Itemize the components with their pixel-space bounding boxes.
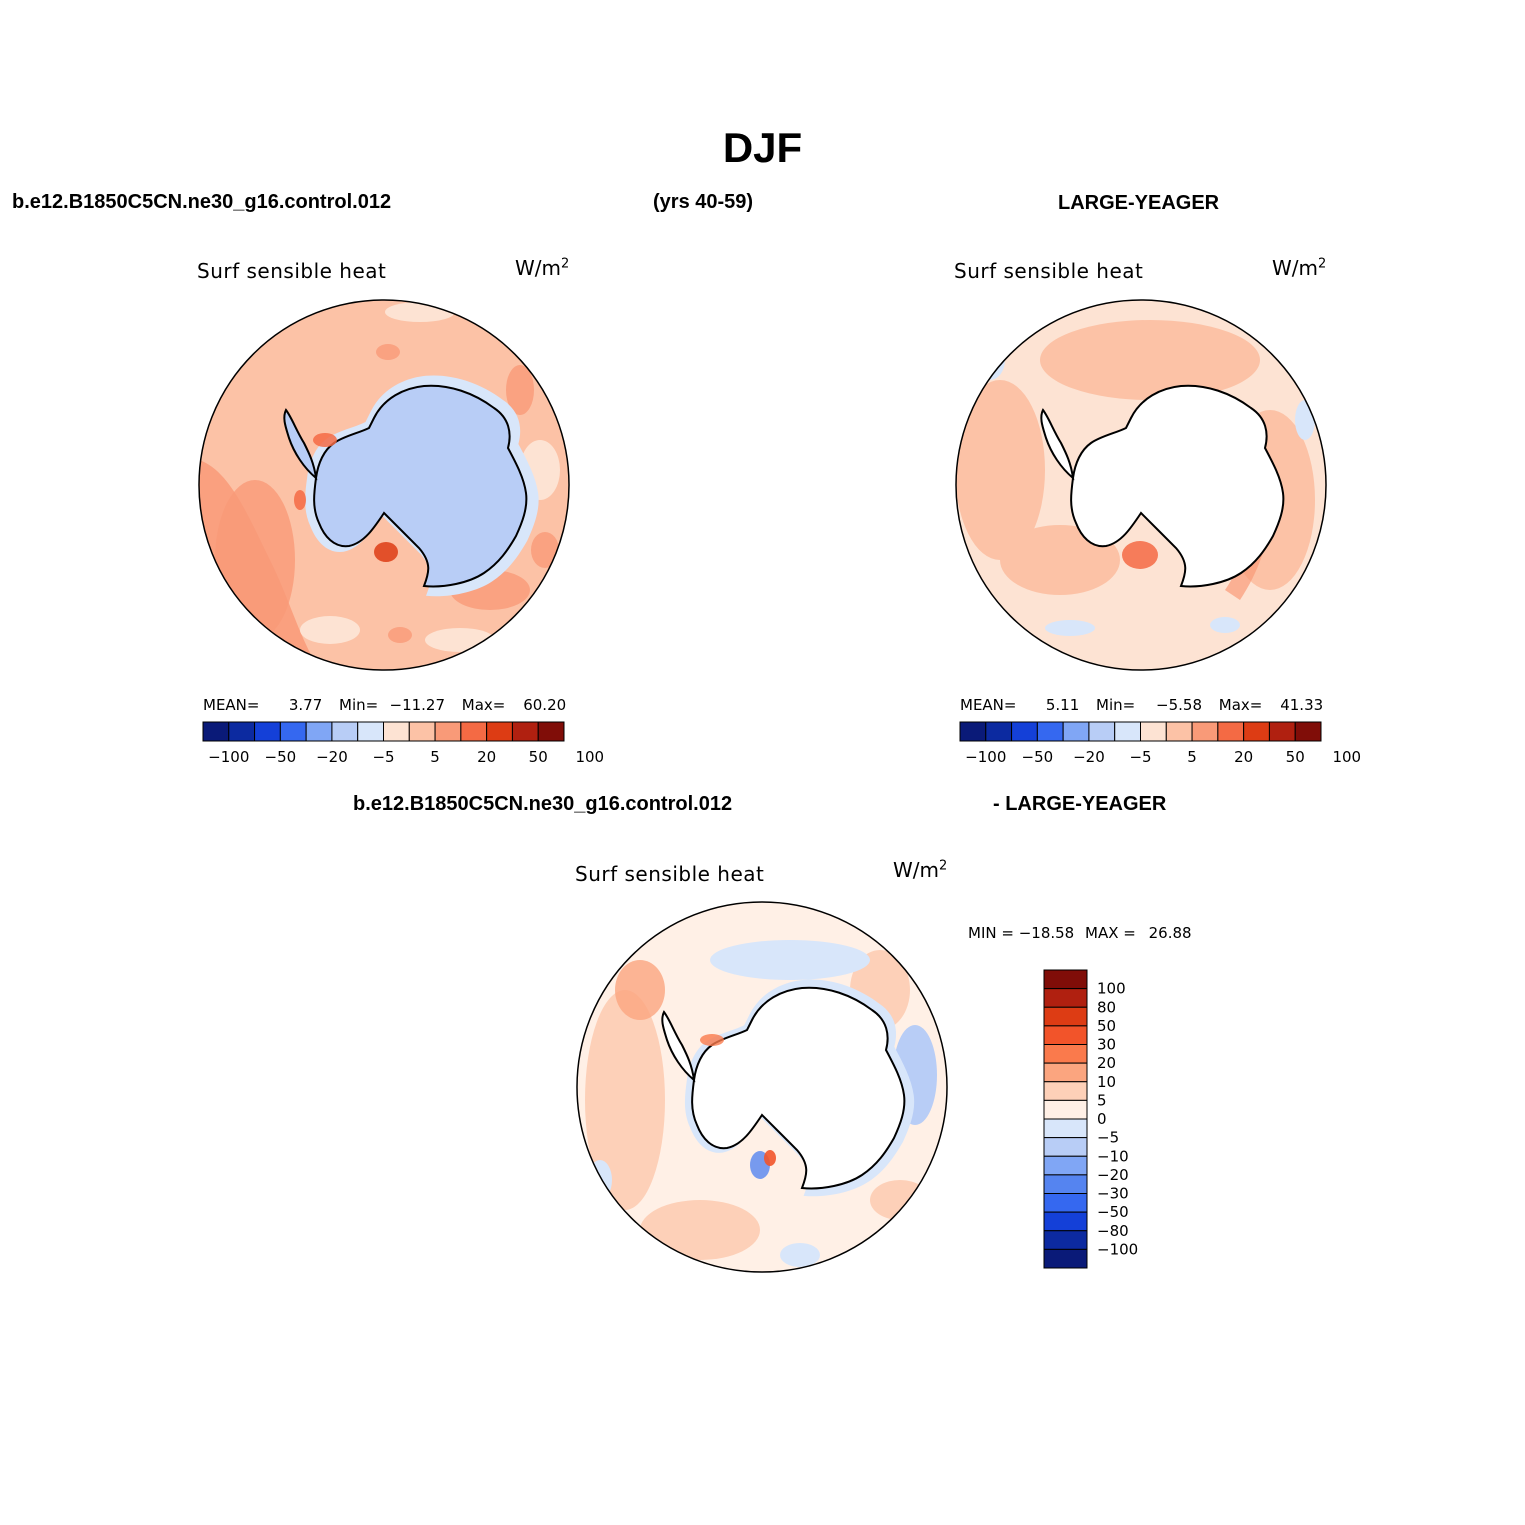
colorbar-swatch bbox=[434, 721, 462, 742]
colorbar-swatch bbox=[1243, 721, 1270, 742]
colorbar-tick-label: 50 bbox=[1286, 748, 1305, 766]
colorbar-control: −100 −50 −20 −5 5 20 50 100 bbox=[202, 721, 604, 766]
colorbar-swatch bbox=[1043, 1044, 1088, 1064]
colorbar-tick-label: 5 bbox=[1187, 748, 1197, 766]
colorbar-swatch bbox=[331, 721, 359, 742]
panel-2-units: W/m2 bbox=[1272, 256, 1327, 280]
colorbar-tick-label: −80 bbox=[1097, 1222, 1129, 1240]
colorbar-swatch bbox=[383, 721, 410, 742]
colorbar-swatch bbox=[1191, 721, 1219, 742]
case-name-right: LARGE-YEAGER bbox=[1058, 192, 1220, 214]
colorbar-swatch bbox=[1088, 721, 1116, 742]
colorbar-swatch bbox=[1043, 1155, 1088, 1176]
colorbar-tick-label: 5 bbox=[430, 748, 440, 766]
colorbar-tick-label: 100 bbox=[1332, 748, 1361, 766]
figure-title: DJF bbox=[722, 124, 803, 171]
colorbar-tick-label: −30 bbox=[1097, 1185, 1129, 1203]
panel-3-variable: Surf sensible heat bbox=[575, 862, 765, 886]
colorbar-swatch bbox=[486, 721, 513, 742]
colorbar-tick-label: 20 bbox=[1097, 1054, 1116, 1072]
colorbar-swatch bbox=[228, 721, 256, 742]
diff-case-right: - LARGE-YEAGER bbox=[993, 793, 1167, 815]
colorbar-swatch bbox=[1043, 1230, 1088, 1250]
colorbar-swatch bbox=[1043, 969, 1088, 990]
colorbar-tick-label: 50 bbox=[529, 748, 548, 766]
colorbar-swatch bbox=[1043, 1211, 1088, 1232]
colorbar-swatch bbox=[1043, 1062, 1088, 1083]
colorbar-tick-label: −50 bbox=[1097, 1203, 1129, 1221]
colorbar-tick-label: −20 bbox=[1073, 748, 1105, 766]
colorbar-tick-label: −10 bbox=[1097, 1147, 1129, 1165]
colorbar-swatch bbox=[1043, 1118, 1088, 1139]
panel-2-stats: MEAN= 5.11 Min= −5.58 Max= 41.33 bbox=[960, 696, 1324, 714]
colorbar-swatch bbox=[1140, 721, 1167, 742]
panel-2-variable: Surf sensible heat bbox=[954, 259, 1144, 283]
colorbar-swatch bbox=[1043, 1025, 1088, 1045]
colorbar-tick-label: 20 bbox=[477, 748, 496, 766]
colorbar-swatch bbox=[511, 721, 539, 742]
colorbar-tick-label: 20 bbox=[1234, 748, 1253, 766]
colorbar-swatch bbox=[305, 721, 333, 742]
panel-3-units: W/m2 bbox=[893, 858, 948, 882]
colorbar-tick-label: −50 bbox=[265, 748, 297, 766]
colorbar-swatch bbox=[1043, 1081, 1088, 1101]
colorbar-tick-label: 80 bbox=[1097, 998, 1116, 1016]
colorbar-tick-label: 100 bbox=[575, 748, 604, 766]
colorbar-tick-label: 50 bbox=[1097, 1017, 1116, 1035]
colorbar-swatch bbox=[1268, 721, 1296, 742]
colorbar-swatch bbox=[1114, 721, 1141, 742]
map-panel-difference bbox=[576, 901, 948, 1273]
map-panel-obs bbox=[955, 299, 1327, 671]
colorbar-swatch bbox=[1036, 721, 1064, 742]
colorbar-swatch bbox=[1217, 721, 1245, 742]
colorbar-swatch bbox=[1043, 1099, 1088, 1120]
colorbar-tick-label: −5 bbox=[1097, 1129, 1119, 1147]
colorbar-tick-label: 30 bbox=[1097, 1036, 1116, 1054]
colorbar-obs: −100 −50 −20 −5 5 20 50 100 bbox=[959, 721, 1361, 766]
colorbar-tick-label: −5 bbox=[372, 748, 394, 766]
colorbar-tick-label: −100 bbox=[965, 748, 1006, 766]
colorbar-swatch bbox=[1043, 1193, 1088, 1213]
colorbar-tick-label: −50 bbox=[1022, 748, 1054, 766]
colorbar-swatch bbox=[357, 721, 385, 742]
colorbar-tick-label: −5 bbox=[1129, 748, 1151, 766]
colorbar-swatch bbox=[959, 721, 987, 742]
colorbar-tick-label: −100 bbox=[1097, 1240, 1138, 1258]
panel-1-stats: MEAN= 3.77 Min= −11.27 Max= 60.20 bbox=[203, 696, 567, 714]
colorbar-tick-label: 0 bbox=[1097, 1110, 1107, 1128]
colorbar-swatch bbox=[1043, 1174, 1088, 1194]
years-label: (yrs 40-59) bbox=[653, 191, 754, 213]
colorbar-swatch bbox=[1011, 721, 1038, 742]
colorbar-swatch bbox=[537, 721, 565, 742]
colorbar-tick-label: 100 bbox=[1097, 980, 1126, 998]
colorbar-swatch bbox=[1043, 1137, 1088, 1157]
colorbar-swatch bbox=[279, 721, 307, 742]
diff-case-left: b.e12.B1850C5CN.ne30_g16.control.012 bbox=[353, 793, 733, 815]
panel-3-stats: MIN = −18.58 MAX = 26.88 bbox=[968, 924, 1192, 942]
colorbar-swatch bbox=[1165, 721, 1193, 742]
colorbar-swatch bbox=[985, 721, 1013, 742]
colorbar-swatch bbox=[1062, 721, 1090, 742]
colorbar-tick-label: −20 bbox=[1097, 1166, 1129, 1184]
colorbar-tick-label: −100 bbox=[208, 748, 249, 766]
colorbar-swatch bbox=[202, 721, 230, 742]
panel-1-variable: Surf sensible heat bbox=[197, 259, 387, 283]
colorbar-swatch bbox=[1294, 721, 1322, 742]
colorbar-swatch bbox=[408, 721, 436, 742]
colorbar-swatch bbox=[460, 721, 488, 742]
map-panel-control bbox=[198, 299, 570, 671]
panel-1-units: W/m2 bbox=[515, 256, 570, 280]
colorbar-swatch bbox=[254, 721, 281, 742]
colorbar-tick-label: 5 bbox=[1097, 1091, 1107, 1109]
colorbar-swatch bbox=[1043, 1248, 1088, 1269]
colorbar-tick-label: −20 bbox=[316, 748, 348, 766]
case-name-left: b.e12.B1850C5CN.ne30_g16.control.012 bbox=[12, 191, 392, 213]
colorbar-swatch bbox=[1043, 1006, 1088, 1027]
colorbar-tick-label: 10 bbox=[1097, 1073, 1116, 1091]
colorbar-swatch bbox=[1043, 988, 1088, 1008]
